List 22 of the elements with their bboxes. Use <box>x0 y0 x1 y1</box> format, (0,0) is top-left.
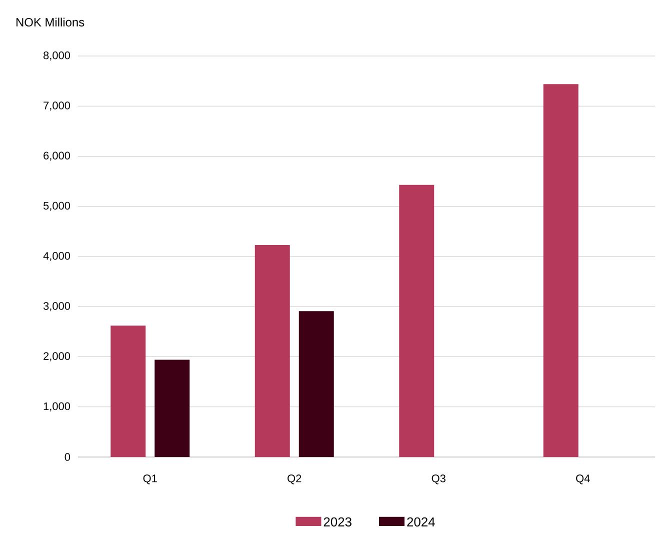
x-tick-label: Q4 <box>576 474 590 484</box>
y-tick-label: 1,000 <box>44 402 70 412</box>
y-tick-label: 7,000 <box>44 102 70 111</box>
y-tick-label: 0 <box>64 453 70 461</box>
x-tick-label: Q3 <box>432 474 446 484</box>
bar <box>298 311 334 457</box>
legend-label: 2023 <box>324 517 352 526</box>
bar <box>254 244 290 457</box>
y-tick-label: 3,000 <box>43 302 70 312</box>
y-tick-label: 8,000 <box>44 51 70 61</box>
legend-label: 2024 <box>407 517 435 526</box>
x-tick-label: Q2 <box>288 474 302 484</box>
bar <box>154 360 190 457</box>
y-tick-label: 2,000 <box>44 352 70 362</box>
y-tick-label: 5,000 <box>43 202 70 211</box>
y-tick-label: 4,000 <box>43 252 70 262</box>
y-axis-title: NOK Millions <box>16 18 84 26</box>
y-tick-label: 6,000 <box>44 152 70 161</box>
bar <box>543 84 578 457</box>
x-tick-label: Q1 <box>143 474 157 484</box>
bar <box>110 326 146 457</box>
bar <box>399 184 434 457</box>
